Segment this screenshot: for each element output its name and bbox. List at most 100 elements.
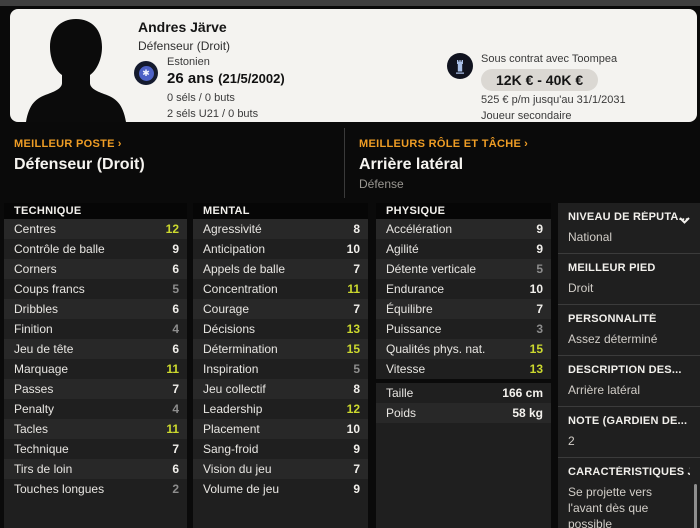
attribute-value: 5 [353,362,360,376]
sidebar-section: NOTE (GARDIEN DE... 2 [558,407,700,458]
attribute-name: Vision du jeu [203,462,272,476]
sidebar-section: NIVEAU DE RÉPUTA... National [558,203,700,254]
best-role-header[interactable]: MEILLEURS RÔLE ET TÂCHE › [359,138,686,150]
attribute-value: 10 [346,422,360,436]
attribute-row: Équilibre 7 [376,299,551,319]
attribute-row: Anticipation 10 [193,239,368,259]
attribute-name: Vitesse [386,362,426,376]
attribute-value: 9 [536,222,543,236]
attribute-name: Tirs de loin [14,462,73,476]
sidebar-section: PERSONNALITÉ Assez déterminé [558,305,700,356]
attribute-value: 12 [346,402,360,416]
transfer-value-badge: 12K € - 40K € [481,69,599,91]
age-line: 26 ans (21/5/2002) [167,70,285,88]
nationality-label: Estonien [167,56,210,68]
nationality-block: Estonien 26 ans (21/5/2002) 0 séls / 0 b… [167,56,285,120]
attribute-value: 9 [172,242,179,256]
attribute-row: Sang-froid 9 [193,439,368,459]
attribute-name: Poids [386,406,417,420]
sidebar-section: DESCRIPTION DES... Arrière latéral [558,356,700,407]
attribute-name: Taille [386,386,414,400]
attribute-name: Agressivité [203,222,262,236]
attribute-row: Dribbles 6 [4,299,187,319]
mental-header: MENTAL [193,203,368,219]
attribute-value: 4 [172,322,179,336]
attribute-row: Tirs de loin 6 [4,459,187,479]
wage-text: 525 € p/m jusqu'au 31/1/2031 [481,94,626,106]
attribute-value: 11 [166,422,179,436]
attribute-row: Qualités phys. nat. 15 [376,339,551,359]
attribute-row: Endurance 10 [376,279,551,299]
physique-header: PHYSIQUE [376,203,551,219]
best-position-header[interactable]: MEILLEUR POSTE › [14,138,330,150]
attribute-row: Passes 7 [4,379,187,399]
attribute-value: 15 [346,342,360,356]
attribute-name: Puissance [386,322,442,336]
sidebar-section-value: Assez déterminé [568,332,658,346]
attribute-value: 6 [172,342,179,356]
attribute-value: 11 [347,282,360,296]
attribute-name: Penalty [14,402,55,416]
attribute-row: Jeu de tête 6 [4,339,187,359]
attribute-name: Finition [14,322,53,336]
attribute-name: Agilité [386,242,419,256]
attribute-name: Qualités phys. nat. [386,342,486,356]
attribute-name: Décisions [203,322,256,336]
attribute-value: 5 [172,282,179,296]
best-role-value: Arrière latéral [359,156,464,173]
attribute-value: 12 [165,222,179,236]
attribute-row: Poids 58 kg [376,403,551,423]
attribute-row: Taille 166 cm [376,383,551,403]
attribute-value: 3 [536,322,543,336]
attribute-value: 9 [353,442,360,456]
attribute-value: 9 [353,482,360,496]
sidebar-section-title: NIVEAU DE RÉPUTA... [568,211,689,223]
attribute-name: Anticipation [203,242,266,256]
best-position-label: MEILLEUR POSTE [14,138,115,150]
star-icon: ✱ [138,65,154,81]
attribute-value: 10 [346,242,360,256]
player-photo [26,17,126,122]
sidebar-section-value: Droit [568,281,594,295]
club-badge-icon [447,53,473,79]
scrollbar-thumb[interactable] [694,484,697,528]
sidebar-section-value: 2 [568,434,575,448]
attribute-row: Vision du jeu 7 [193,459,368,479]
chevron-right-icon: › [524,138,529,150]
attribute-name: Leadership [203,402,263,416]
attribute-name: Dribbles [14,302,59,316]
attribute-row: Centres 12 [4,219,187,239]
attribute-value: 4 [172,402,179,416]
attribute-value: 58 kg [512,406,543,420]
sidebar-section: MEILLEUR PIED Droit [558,254,700,305]
column-gap [376,379,551,383]
attribute-row: Volume de jeu 9 [193,479,368,499]
attribute-row: Agilité 9 [376,239,551,259]
attribute-name: Équilibre [386,302,433,316]
player-header-card: Andres Järve Défenseur (Droit) ✱ Estonie… [10,9,697,122]
technique-header: TECHNIQUE [4,203,187,219]
attribute-name: Tacles [14,422,49,436]
attribute-name: Jeu de tête [14,342,74,356]
attribute-name: Appels de balle [203,262,286,276]
attribute-value: 10 [529,282,543,296]
attribute-value: 6 [172,462,179,476]
attribute-row: Détermination 15 [193,339,368,359]
sidebar-section-title: PERSONNALITÉ [568,313,657,325]
attribute-value: 9 [536,242,543,256]
attribute-value: 7 [172,442,179,456]
contract-block: Sous contrat avec Toompea 12K € - 40K € … [481,53,626,122]
sidebar-section-value: National [568,230,613,244]
attribute-row: Détente verticale 5 [376,259,551,279]
attribute-row: Tacles 11 [4,419,187,439]
attribute-row: Finition 4 [4,319,187,339]
attribute-name: Centres [14,222,57,236]
attribute-name: Touches longues [14,482,105,496]
attribute-row: Penalty 4 [4,399,187,419]
attribute-row: Vitesse 13 [376,359,551,379]
best-role-label: MEILLEURS RÔLE ET TÂCHE [359,138,522,150]
attribute-value: 11 [166,362,179,376]
attribute-value: 13 [529,362,543,376]
chevron-down-icon[interactable] [679,217,690,224]
